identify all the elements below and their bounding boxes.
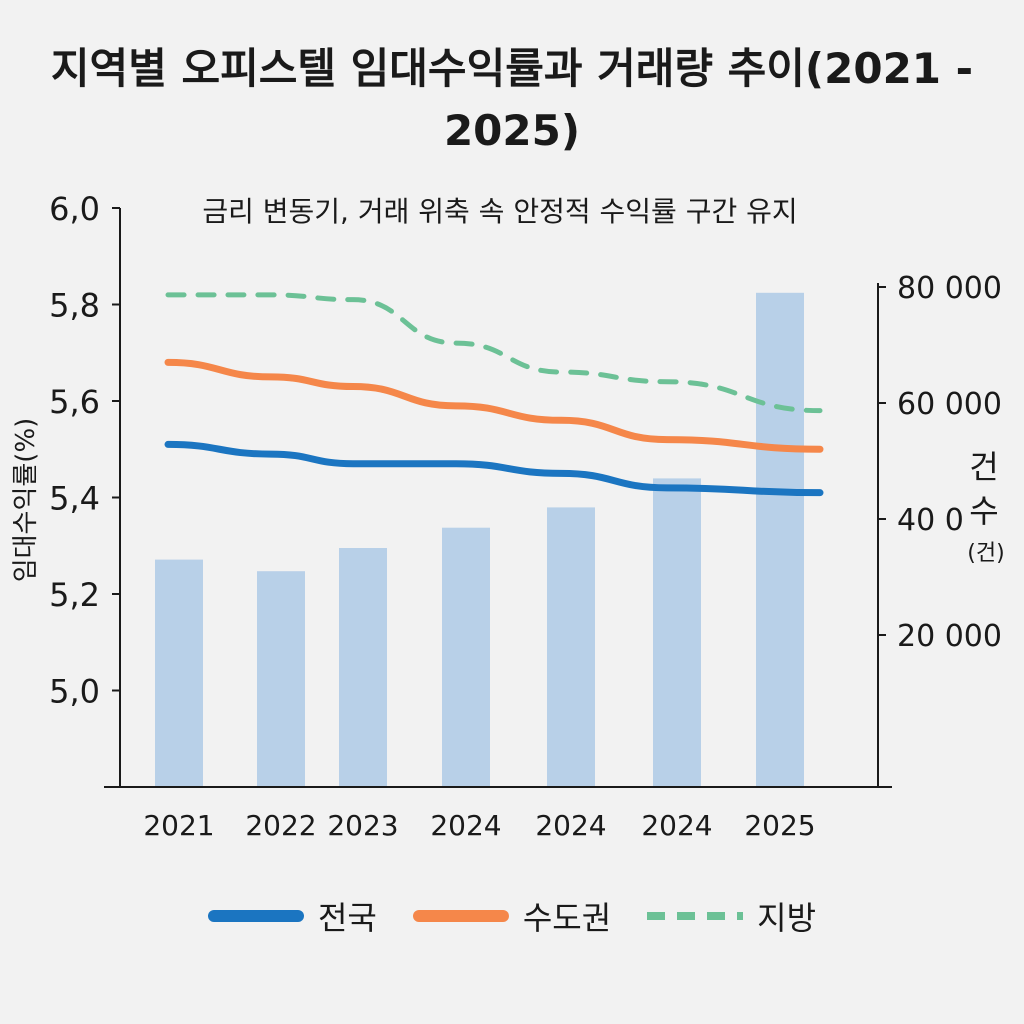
chart-subtitle: 금리 변동기, 거래 위축 속 안정적 수익률 구간 유지 <box>202 195 798 228</box>
x-tick-label: 2023 <box>327 809 398 842</box>
series-line-2 <box>165 292 823 414</box>
chart-title: 지역별 오피스텔 임대수익률과 거래량 추이(2021 - 2025) <box>50 44 974 155</box>
left-tick-label: 5,0 <box>49 673 100 711</box>
legend-label-national: 전국 <box>317 899 377 937</box>
legend-label-capital: 수도권 <box>522 899 612 937</box>
left-tick-label: 5,4 <box>49 480 100 518</box>
series-line-0 <box>164 440 824 497</box>
legend-item-capital: 수도권 <box>412 893 612 939</box>
right-axis-unit: (건) <box>967 541 1004 566</box>
right-tick-label: 40 0 <box>897 503 964 538</box>
series-line-1 <box>164 358 824 453</box>
legend-item-regional: 지방 <box>647 893 816 939</box>
volume-bar-2024-5 <box>653 478 701 787</box>
x-tick-label: 2021 <box>143 809 214 842</box>
x-tick-label: 2024 <box>430 809 501 842</box>
left-axis-label: 임대수익률(%) <box>11 418 41 583</box>
left-tick-label: 6,0 <box>49 190 100 228</box>
legend-swatch-regional <box>647 912 744 920</box>
x-tick-label: 2024 <box>641 809 712 842</box>
right-tick-label: 60 000 <box>897 387 1002 422</box>
left-tick-label: 5,6 <box>49 383 100 421</box>
legend-label-regional: 지방 <box>757 899 817 937</box>
right-axis-label-char: 수 <box>969 492 998 530</box>
left-tick-label: 5,8 <box>49 287 100 325</box>
volume-bar-2022-1 <box>257 571 305 787</box>
x-tick-label: 2022 <box>245 809 316 842</box>
right-axis-label-char: 건 <box>969 448 998 486</box>
legend: 전국 수도권 지방 <box>0 888 1024 944</box>
left-tick-label: 5,2 <box>49 576 100 614</box>
volume-bar-2024-4 <box>547 507 595 787</box>
right-tick-label: 20 000 <box>897 619 1002 654</box>
legend-swatch-capital <box>412 910 509 922</box>
legend-item-national: 전국 <box>207 893 377 939</box>
legend-swatch-national <box>207 910 304 922</box>
volume-bar-2023-2 <box>339 548 387 787</box>
volume-bar-2024-3 <box>442 527 490 787</box>
volume-bar-2025-6 <box>756 292 804 787</box>
x-tick-label: 2024 <box>535 809 606 842</box>
right-tick-label: 80 000 <box>897 271 1002 306</box>
x-tick-label: 2025 <box>744 809 815 842</box>
volume-bar-2021-0 <box>155 559 203 787</box>
